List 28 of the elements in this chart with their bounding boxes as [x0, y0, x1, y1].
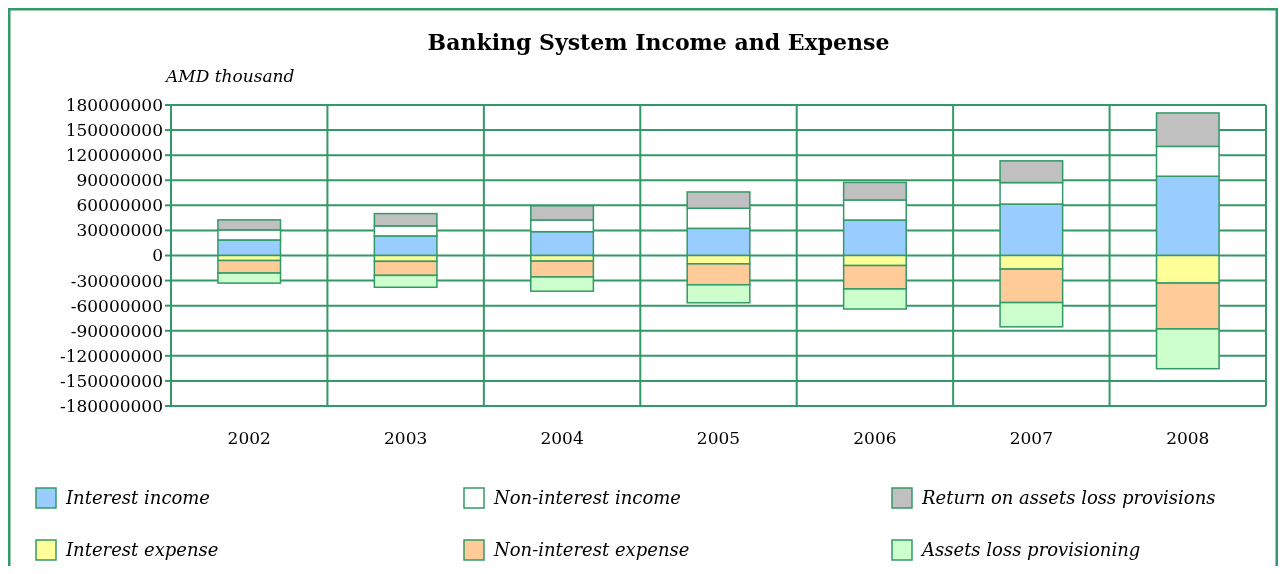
x-tick-label: 2008 — [1166, 428, 1210, 448]
y-tick-label: -120000000 — [59, 345, 163, 366]
x-tick-label: 2007 — [1009, 428, 1053, 448]
y-tick-label: 180000000 — [65, 94, 163, 115]
y-tick-label: -150000000 — [59, 370, 163, 391]
y-tick-label: -60000000 — [70, 295, 163, 316]
legend-label: Assets loss provisioning — [920, 539, 1141, 560]
legend-label: Non-interest income — [493, 487, 681, 508]
y-tick-label: 60000000 — [76, 195, 163, 216]
chart-title: Banking System Income and Expense — [427, 29, 890, 55]
y-tick-label: 0 — [152, 245, 163, 266]
y-tick-label: 90000000 — [76, 170, 163, 191]
y-tick-label: -30000000 — [70, 270, 163, 291]
x-tick-label: 2002 — [227, 428, 271, 448]
y-tick-label: 150000000 — [65, 120, 163, 141]
y-tick-label: 30000000 — [76, 220, 163, 241]
y-tick-label: -90000000 — [70, 320, 163, 341]
x-tick-label: 2004 — [540, 428, 584, 448]
x-tick-label: 2003 — [384, 428, 428, 448]
x-tick-label: 2005 — [696, 428, 741, 448]
legend-label: Return on assets loss provisions — [921, 487, 1216, 508]
y-tick-label: 120000000 — [65, 145, 163, 166]
y-tick-label: -180000000 — [59, 395, 163, 416]
legend-label: Non-interest expense — [493, 539, 690, 560]
x-tick-label: 2006 — [853, 428, 897, 448]
y-axis-title: AMD thousand — [164, 66, 295, 86]
legend-label: Interest expense — [65, 539, 219, 560]
legend-label: Interest income — [65, 487, 211, 508]
